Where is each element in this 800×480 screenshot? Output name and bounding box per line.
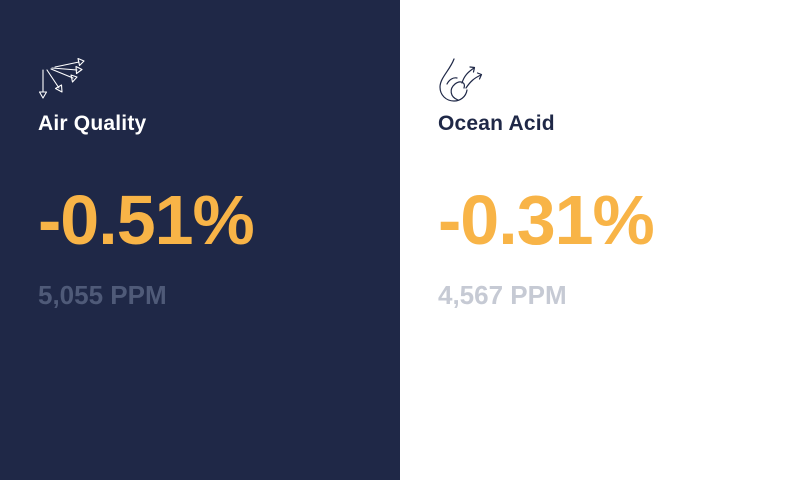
wind-arrows-icon [38,56,86,104]
card-title: Air Quality [38,112,147,135]
water-drop-arrows-icon [438,56,486,104]
ppm-value: 4,567 PPM [438,280,567,310]
percent-change: -0.51% [38,181,255,259]
card-title: Ocean Acid [438,112,555,135]
ocean-acid-card: Ocean Acid -0.31% 4,567 PPM [400,0,800,480]
ppm-value: 5,055 PPM [38,280,167,310]
percent-change: -0.31% [438,181,655,259]
air-quality-card: Air Quality -0.51% 5,055 PPM [0,0,400,480]
